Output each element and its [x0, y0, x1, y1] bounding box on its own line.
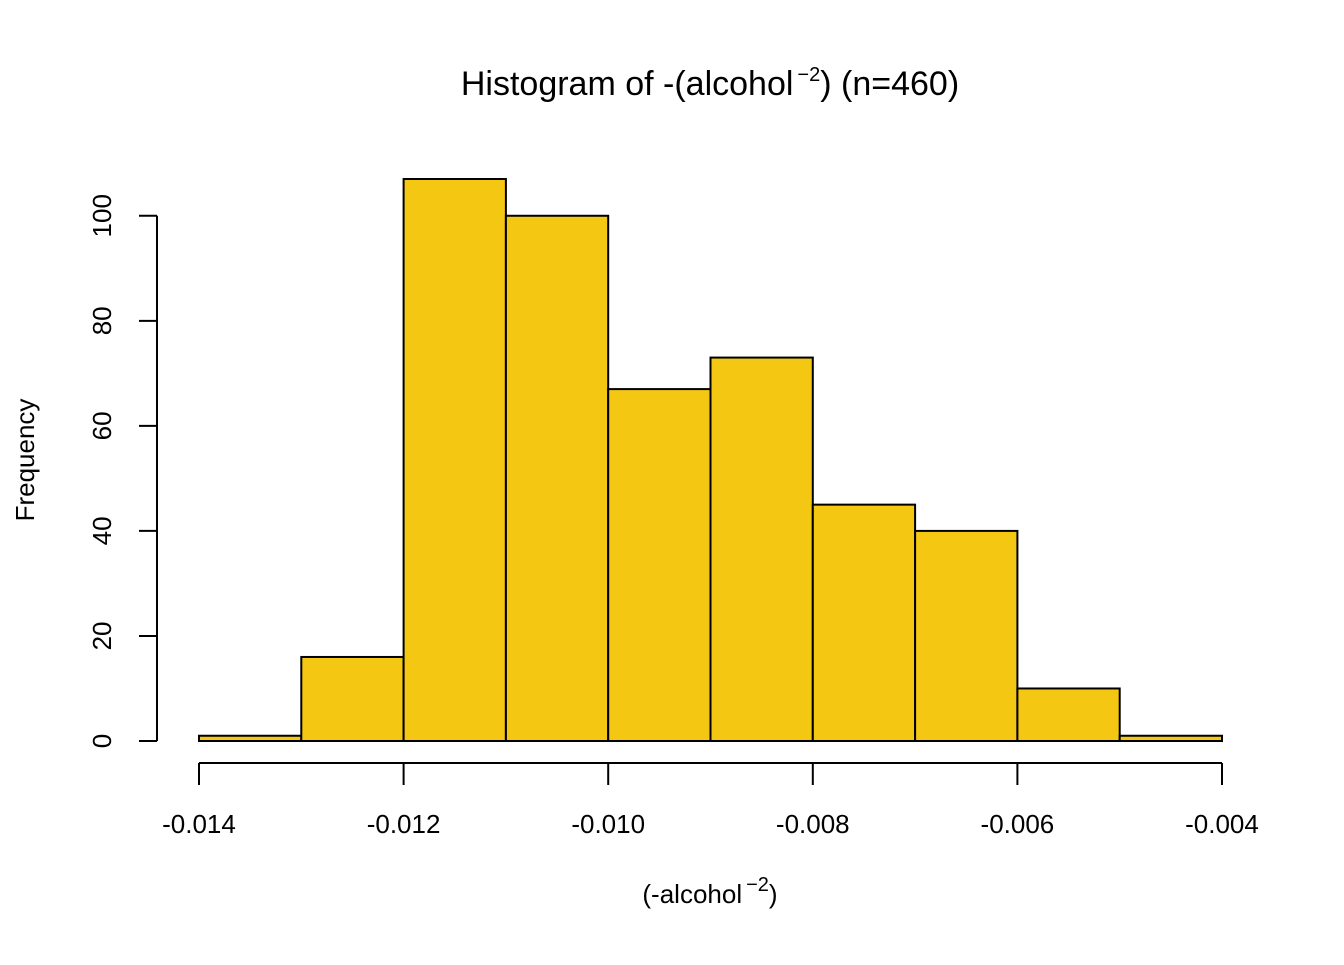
histogram-bars — [198, 178, 1223, 743]
x-tick-label-4: -0.008 — [776, 809, 850, 839]
y-axis: 0 20 40 60 80 100 — [87, 194, 158, 748]
y-tick-label-5: 80 — [87, 306, 117, 335]
x-axis-label: (-alcohol −2) — [642, 874, 777, 909]
y-axis-label: Frequency — [10, 399, 40, 522]
y-tick-label-2: 20 — [87, 621, 117, 650]
y-tick-label-6: 100 — [87, 194, 117, 237]
chart-title-main: Histogram of -(alcohol — [461, 65, 794, 103]
x-axis: -0.014 -0.012 -0.010 -0.008 -0.006 -0.004 — [162, 762, 1259, 839]
x-tick-label-2: -0.012 — [367, 809, 441, 839]
chart-title-superscript: −2 — [797, 64, 820, 86]
chart-title-tail: ) (n=460) — [820, 65, 959, 103]
x-tick-label-1: -0.014 — [162, 809, 236, 839]
x-axis-label-tail: ) — [769, 879, 778, 909]
x-tick-label-3: -0.010 — [571, 809, 645, 839]
chart-title: Histogram of -(alcohol −2) (n=460) — [461, 64, 959, 103]
histogram-bar-2 — [300, 655, 405, 743]
histogram-bar-5 — [607, 388, 712, 742]
histogram-bar-7 — [811, 503, 917, 742]
histogram-bar-3 — [402, 178, 507, 742]
histogram-bar-1 — [198, 734, 303, 743]
x-tick-label-6: -0.004 — [1185, 809, 1259, 839]
x-tick-label-5: -0.006 — [981, 809, 1055, 839]
x-axis-label-superscript: −2 — [746, 874, 769, 896]
x-axis-label-main: (-alcohol — [642, 879, 742, 909]
y-tick-label-4: 60 — [87, 411, 117, 440]
histogram-bar-6 — [709, 356, 814, 742]
histogram-bar-9 — [1016, 687, 1121, 742]
histogram-bar-10 — [1118, 734, 1223, 743]
histogram-bar-8 — [914, 529, 1019, 743]
y-tick-label-1: 0 — [87, 734, 117, 748]
histogram-bar-4 — [504, 214, 610, 742]
y-tick-label-3: 40 — [87, 516, 117, 545]
